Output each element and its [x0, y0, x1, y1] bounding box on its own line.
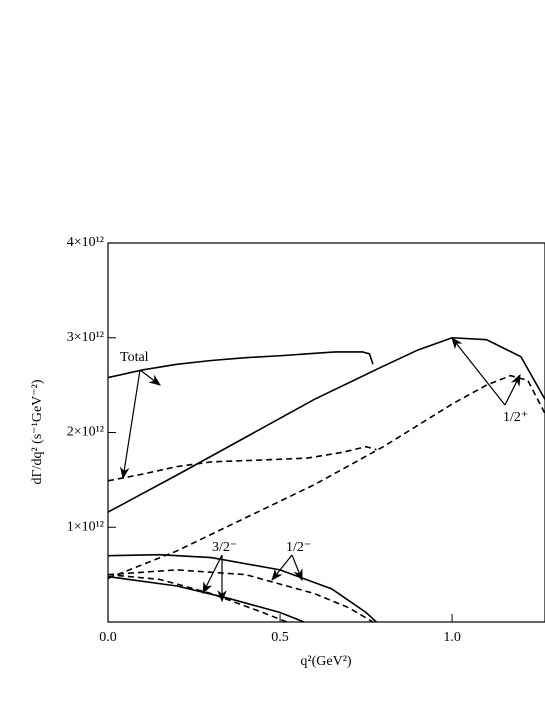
arrows: [119, 337, 521, 603]
plot-frame: [107, 242, 545, 623]
series-line: [107, 575, 305, 623]
series-line: [107, 351, 374, 379]
x-tick-label: 1.0: [443, 630, 461, 645]
y-tick-label: 1×10¹²: [67, 519, 104, 534]
y-axis-label: dΓ/dq² (s⁻¹GeV⁻²): [30, 379, 45, 484]
series-line: [107, 336, 545, 513]
y-tick-label: 2×10¹²: [67, 425, 104, 440]
series-line: [107, 573, 288, 623]
annotation: 1/2⁻: [286, 540, 311, 555]
y-tick-label: 4×10¹²: [67, 235, 104, 250]
annotation: 3/2⁻: [212, 540, 237, 555]
y-tick-label: 3×10¹²: [67, 330, 104, 345]
series-line: [107, 553, 377, 623]
annotation: Total: [120, 350, 149, 365]
x-axis-label: q²(GeV²): [300, 654, 351, 669]
x-tick-label: 0.0: [99, 630, 117, 645]
series-line: [107, 569, 374, 623]
annotation: 1/2⁺: [503, 410, 528, 425]
series-line: [107, 374, 545, 580]
x-tick-label: 0.5: [271, 630, 289, 645]
series-line: [107, 445, 377, 482]
